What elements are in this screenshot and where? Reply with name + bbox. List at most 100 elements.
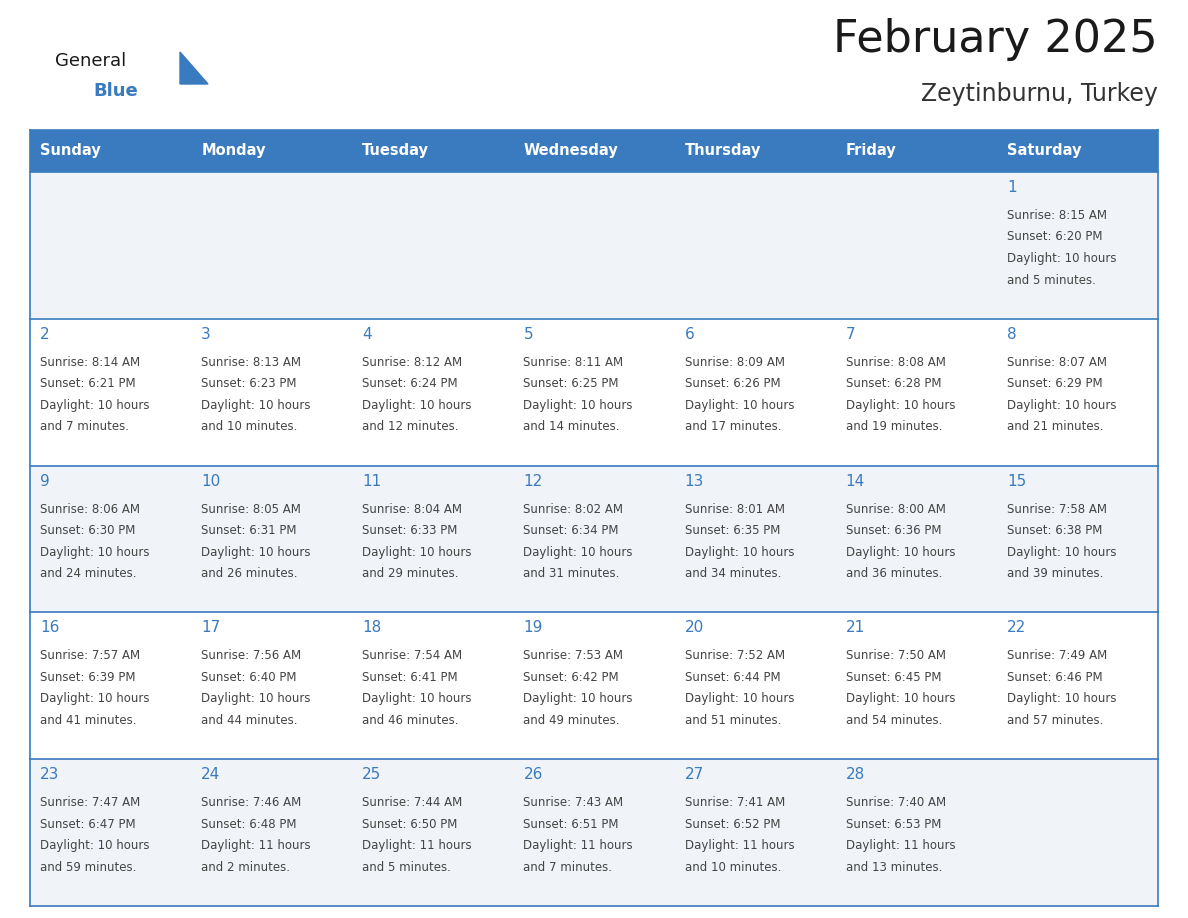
Text: 11: 11 <box>362 474 381 488</box>
Text: Sunset: 6:53 PM: Sunset: 6:53 PM <box>846 818 941 831</box>
Bar <box>835 172 997 319</box>
Text: Daylight: 10 hours: Daylight: 10 hours <box>201 545 310 558</box>
Text: Daylight: 10 hours: Daylight: 10 hours <box>40 545 150 558</box>
Bar <box>675 465 835 612</box>
Text: Wednesday: Wednesday <box>524 143 618 159</box>
Text: Sunrise: 8:00 AM: Sunrise: 8:00 AM <box>846 502 946 516</box>
Bar <box>513 319 675 465</box>
Text: Sunrise: 7:53 AM: Sunrise: 7:53 AM <box>524 649 624 663</box>
Text: Sunrise: 7:47 AM: Sunrise: 7:47 AM <box>40 796 140 809</box>
Text: 24: 24 <box>201 767 221 782</box>
Text: Sunrise: 7:43 AM: Sunrise: 7:43 AM <box>524 796 624 809</box>
Bar <box>997 319 1158 465</box>
Text: 2: 2 <box>40 327 50 341</box>
Text: and 44 minutes.: and 44 minutes. <box>201 714 298 727</box>
Text: and 59 minutes.: and 59 minutes. <box>40 861 137 874</box>
Text: 20: 20 <box>684 621 703 635</box>
Text: Daylight: 10 hours: Daylight: 10 hours <box>684 692 794 705</box>
Polygon shape <box>181 52 208 84</box>
Text: Blue: Blue <box>93 82 138 100</box>
Text: Sunrise: 7:56 AM: Sunrise: 7:56 AM <box>201 649 302 663</box>
Text: and 41 minutes.: and 41 minutes. <box>40 714 137 727</box>
Text: Daylight: 10 hours: Daylight: 10 hours <box>846 692 955 705</box>
Text: and 26 minutes.: and 26 minutes. <box>201 567 298 580</box>
Bar <box>30 130 191 172</box>
Text: Zeytinburnu, Turkey: Zeytinburnu, Turkey <box>921 82 1158 106</box>
Text: Daylight: 10 hours: Daylight: 10 hours <box>846 398 955 412</box>
Text: Sunset: 6:48 PM: Sunset: 6:48 PM <box>201 818 297 831</box>
Text: Daylight: 11 hours: Daylight: 11 hours <box>201 839 311 852</box>
Bar <box>675 130 835 172</box>
Text: Tuesday: Tuesday <box>362 143 429 159</box>
Text: Daylight: 10 hours: Daylight: 10 hours <box>362 545 472 558</box>
Bar <box>997 465 1158 612</box>
Text: and 46 minutes.: and 46 minutes. <box>362 714 459 727</box>
Text: and 51 minutes.: and 51 minutes. <box>684 714 781 727</box>
Text: Sunset: 6:40 PM: Sunset: 6:40 PM <box>201 671 297 684</box>
Text: 15: 15 <box>1007 474 1026 488</box>
Text: Sunset: 6:52 PM: Sunset: 6:52 PM <box>684 818 781 831</box>
Text: and 17 minutes.: and 17 minutes. <box>684 420 781 433</box>
Text: Sunrise: 8:02 AM: Sunrise: 8:02 AM <box>524 502 624 516</box>
Text: Sunset: 6:38 PM: Sunset: 6:38 PM <box>1007 524 1102 537</box>
Text: Daylight: 11 hours: Daylight: 11 hours <box>524 839 633 852</box>
Text: February 2025: February 2025 <box>833 18 1158 61</box>
Text: Sunset: 6:24 PM: Sunset: 6:24 PM <box>362 377 457 390</box>
Text: Sunrise: 8:14 AM: Sunrise: 8:14 AM <box>40 356 140 369</box>
Text: Sunrise: 8:11 AM: Sunrise: 8:11 AM <box>524 356 624 369</box>
Text: Sunset: 6:26 PM: Sunset: 6:26 PM <box>684 377 781 390</box>
Text: 27: 27 <box>684 767 703 782</box>
Bar <box>191 130 353 172</box>
Bar <box>675 172 835 319</box>
Bar <box>675 759 835 906</box>
Text: Daylight: 10 hours: Daylight: 10 hours <box>524 545 633 558</box>
Bar <box>513 172 675 319</box>
Text: Daylight: 10 hours: Daylight: 10 hours <box>362 692 472 705</box>
Text: Sunset: 6:41 PM: Sunset: 6:41 PM <box>362 671 457 684</box>
Text: Sunrise: 7:44 AM: Sunrise: 7:44 AM <box>362 796 462 809</box>
Text: Sunrise: 7:52 AM: Sunrise: 7:52 AM <box>684 649 785 663</box>
Text: Sunset: 6:28 PM: Sunset: 6:28 PM <box>846 377 941 390</box>
Text: and 7 minutes.: and 7 minutes. <box>40 420 129 433</box>
Text: Sunset: 6:23 PM: Sunset: 6:23 PM <box>201 377 297 390</box>
Text: and 5 minutes.: and 5 minutes. <box>362 861 451 874</box>
Text: Sunset: 6:51 PM: Sunset: 6:51 PM <box>524 818 619 831</box>
Bar <box>353 759 513 906</box>
Text: and 19 minutes.: and 19 minutes. <box>846 420 942 433</box>
Text: Daylight: 10 hours: Daylight: 10 hours <box>201 692 310 705</box>
Text: and 10 minutes.: and 10 minutes. <box>201 420 297 433</box>
Text: 9: 9 <box>40 474 50 488</box>
Text: 14: 14 <box>846 474 865 488</box>
Text: Daylight: 10 hours: Daylight: 10 hours <box>1007 692 1117 705</box>
Text: Sunset: 6:20 PM: Sunset: 6:20 PM <box>1007 230 1102 243</box>
Text: and 29 minutes.: and 29 minutes. <box>362 567 459 580</box>
Text: Sunrise: 8:08 AM: Sunrise: 8:08 AM <box>846 356 946 369</box>
Text: 7: 7 <box>846 327 855 341</box>
Text: Daylight: 10 hours: Daylight: 10 hours <box>524 398 633 412</box>
Text: Sunset: 6:34 PM: Sunset: 6:34 PM <box>524 524 619 537</box>
Text: 22: 22 <box>1007 621 1026 635</box>
Text: Monday: Monday <box>201 143 266 159</box>
Text: General: General <box>55 52 126 70</box>
Bar <box>30 759 191 906</box>
Bar <box>353 612 513 759</box>
Text: Daylight: 10 hours: Daylight: 10 hours <box>1007 545 1117 558</box>
Bar <box>997 172 1158 319</box>
Text: Sunset: 6:50 PM: Sunset: 6:50 PM <box>362 818 457 831</box>
Text: Sunrise: 7:46 AM: Sunrise: 7:46 AM <box>201 796 302 809</box>
Text: Friday: Friday <box>846 143 897 159</box>
Text: Sunset: 6:29 PM: Sunset: 6:29 PM <box>1007 377 1102 390</box>
Text: Sunrise: 7:49 AM: Sunrise: 7:49 AM <box>1007 649 1107 663</box>
Text: Sunrise: 7:58 AM: Sunrise: 7:58 AM <box>1007 502 1107 516</box>
Text: Sunrise: 8:01 AM: Sunrise: 8:01 AM <box>684 502 784 516</box>
Bar <box>353 319 513 465</box>
Text: and 21 minutes.: and 21 minutes. <box>1007 420 1104 433</box>
Text: Daylight: 10 hours: Daylight: 10 hours <box>524 692 633 705</box>
Bar <box>997 759 1158 906</box>
Text: and 14 minutes.: and 14 minutes. <box>524 420 620 433</box>
Text: Daylight: 10 hours: Daylight: 10 hours <box>1007 398 1117 412</box>
Text: 19: 19 <box>524 621 543 635</box>
Text: and 31 minutes.: and 31 minutes. <box>524 567 620 580</box>
Text: 8: 8 <box>1007 327 1017 341</box>
Text: Daylight: 11 hours: Daylight: 11 hours <box>362 839 472 852</box>
